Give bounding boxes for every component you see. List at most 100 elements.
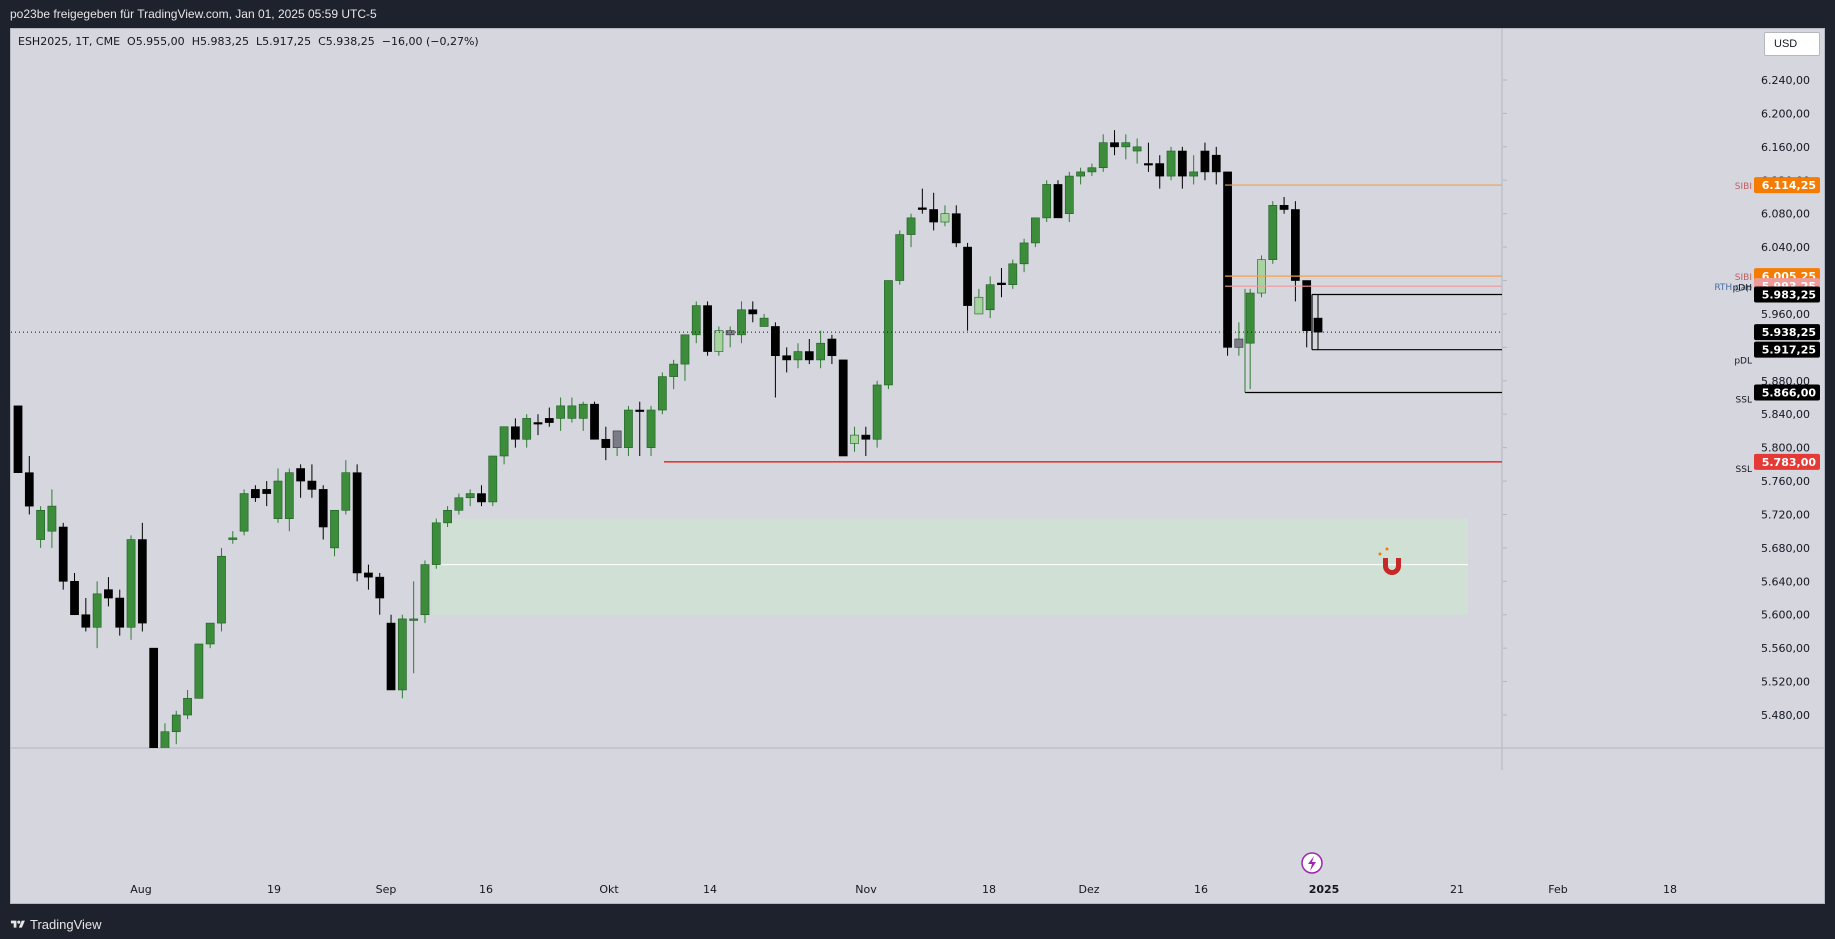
candle[interactable] — [409, 618, 419, 621]
candle[interactable] — [36, 509, 45, 540]
magnet-icon[interactable] — [1383, 558, 1401, 575]
candle[interactable] — [58, 526, 68, 582]
candle[interactable] — [635, 409, 645, 412]
candle[interactable] — [386, 622, 396, 691]
candle[interactable] — [612, 430, 622, 448]
candle[interactable] — [149, 647, 159, 773]
candle[interactable] — [997, 282, 1006, 286]
candle[interactable] — [330, 509, 339, 549]
candle[interactable] — [126, 539, 136, 628]
candle[interactable] — [137, 539, 147, 624]
candle[interactable] — [680, 334, 690, 365]
candle[interactable] — [397, 618, 407, 691]
candle[interactable] — [1076, 171, 1085, 177]
candle[interactable] — [951, 213, 961, 244]
candle[interactable] — [183, 697, 192, 716]
candle[interactable] — [1098, 142, 1108, 169]
candle[interactable] — [646, 409, 656, 448]
candle[interactable] — [590, 403, 599, 440]
candle[interactable] — [284, 472, 294, 519]
candle[interactable] — [872, 384, 882, 440]
candle[interactable] — [499, 426, 509, 457]
candle[interactable] — [1031, 217, 1040, 244]
candle[interactable] — [352, 472, 362, 574]
candle[interactable] — [104, 589, 113, 599]
candle[interactable] — [1291, 209, 1300, 281]
demand-zone[interactable] — [432, 518, 1468, 615]
candle[interactable] — [1155, 163, 1165, 177]
candle[interactable] — [1110, 142, 1119, 148]
candle[interactable] — [827, 338, 837, 357]
candle[interactable] — [601, 438, 611, 448]
candle[interactable] — [850, 434, 859, 444]
candle[interactable] — [917, 207, 927, 210]
candle[interactable] — [318, 489, 328, 528]
candle[interactable] — [205, 622, 215, 645]
candle[interactable] — [296, 468, 305, 482]
candle[interactable] — [1313, 317, 1323, 333]
candle[interactable] — [929, 209, 939, 223]
candle[interactable] — [522, 418, 532, 440]
candle[interactable] — [816, 342, 825, 361]
candle[interactable] — [511, 426, 520, 440]
candle[interactable] — [1245, 292, 1255, 344]
candle[interactable] — [533, 422, 543, 425]
candle[interactable] — [239, 493, 249, 532]
candle[interactable] — [217, 555, 226, 624]
candle[interactable] — [477, 493, 486, 503]
candle[interactable] — [431, 522, 441, 565]
candle[interactable] — [1302, 280, 1312, 331]
candle[interactable] — [454, 497, 464, 511]
candle[interactable] — [1144, 163, 1153, 166]
candle[interactable] — [1268, 205, 1278, 260]
candle[interactable] — [307, 480, 317, 490]
candle[interactable] — [70, 581, 79, 616]
candle[interactable] — [465, 493, 475, 499]
candle[interactable] — [556, 405, 565, 419]
candle[interactable] — [160, 731, 170, 765]
candle[interactable] — [228, 537, 238, 540]
currency-button[interactable]: USD — [1764, 32, 1820, 56]
candle[interactable] — [1008, 263, 1018, 286]
candle[interactable] — [703, 305, 712, 352]
candle[interactable] — [884, 280, 893, 386]
candle[interactable] — [1211, 154, 1221, 173]
candle[interactable] — [1279, 205, 1289, 210]
candle[interactable] — [1177, 150, 1187, 177]
candle[interactable] — [273, 480, 283, 519]
candle[interactable] — [13, 405, 23, 473]
candle[interactable] — [544, 418, 554, 423]
candle[interactable] — [669, 363, 679, 377]
candle[interactable] — [1132, 146, 1142, 152]
candle[interactable] — [940, 213, 950, 223]
candle[interactable] — [81, 614, 91, 628]
candle[interactable] — [1121, 142, 1131, 148]
candle[interactable] — [92, 593, 102, 628]
candle[interactable] — [782, 355, 792, 361]
candle[interactable] — [567, 405, 577, 419]
candle[interactable] — [771, 326, 780, 357]
candle[interactable] — [1234, 338, 1244, 348]
candle[interactable] — [251, 489, 260, 499]
candle[interactable] — [748, 309, 758, 315]
candle[interactable] — [1019, 242, 1029, 265]
candle[interactable] — [861, 434, 871, 440]
candle[interactable] — [24, 472, 34, 507]
candle[interactable] — [578, 403, 588, 419]
candle[interactable] — [804, 351, 814, 361]
candle[interactable] — [963, 246, 972, 306]
candle[interactable] — [1166, 150, 1176, 177]
candle[interactable] — [759, 317, 769, 327]
candle[interactable] — [420, 564, 430, 616]
candle[interactable] — [47, 505, 57, 532]
candle[interactable] — [1189, 171, 1199, 177]
candle[interactable] — [895, 234, 905, 281]
candle[interactable] — [1223, 171, 1232, 348]
candle[interactable] — [974, 296, 984, 315]
candle[interactable] — [714, 330, 724, 352]
candle[interactable] — [725, 330, 735, 336]
candle[interactable] — [1200, 150, 1210, 173]
candle[interactable] — [115, 597, 125, 628]
candle[interactable] — [443, 509, 452, 524]
